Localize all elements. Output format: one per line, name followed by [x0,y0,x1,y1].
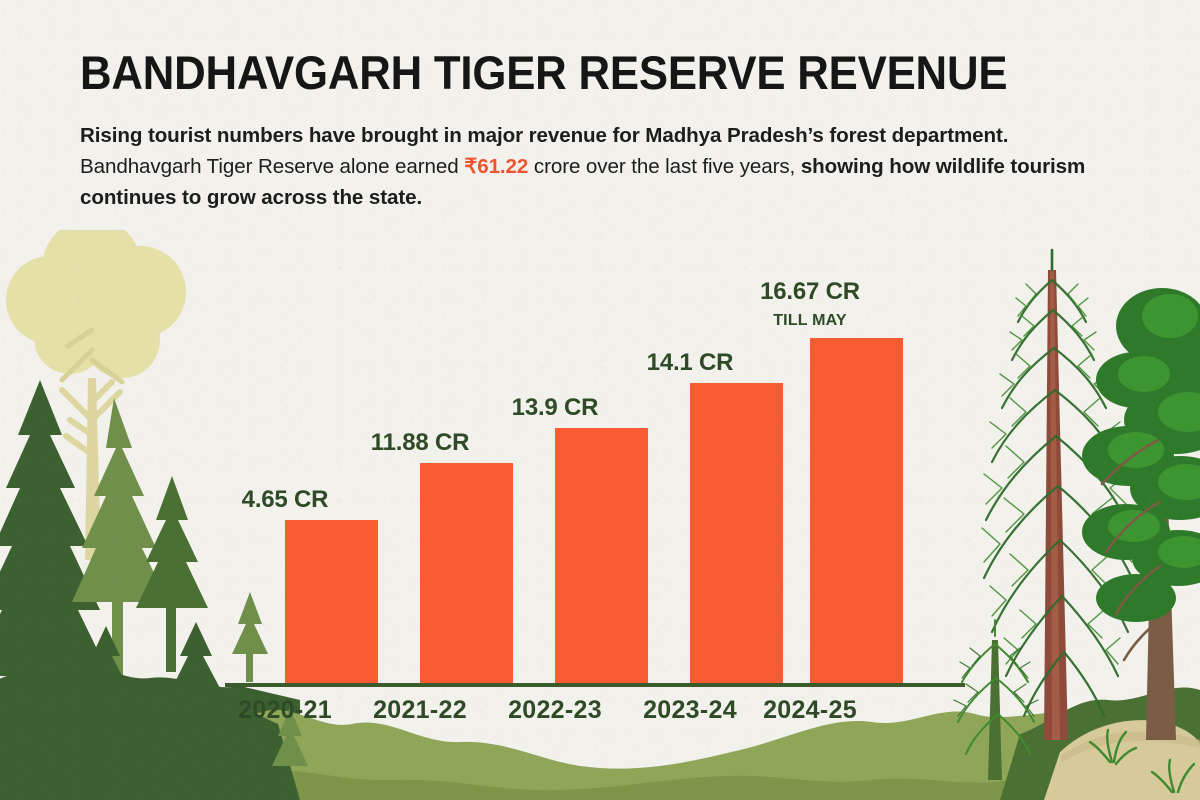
bar[interactable] [285,520,378,686]
bar-category-label: 2022-23 [508,696,602,724]
bar-value-label: 14.1 CR [646,349,734,376]
bar-category-label: 2023-24 [643,696,737,724]
subtitle-part-3: crore over the last five years, [533,155,796,179]
bar-value-label: 11.88 CR [370,429,470,456]
bar-note-label: TILL MAY [773,312,847,329]
subtitle-part-4: showing how wildlife tourism continues t… [80,155,1086,210]
subtitle-paragraph: Rising tourist numbers have brought in m… [80,120,1090,214]
subtitle-part-1: Rising tourist numbers have brought in m… [80,123,1009,147]
bar-category-label: 2021-22 [373,696,467,724]
page-title: BANDHAVGARH TIGER RESERVE REVENUE [80,46,1008,99]
subtitle-amount-highlight: ₹61.22 [464,155,529,179]
chart-axis-line [225,683,965,687]
bar-value-label: 16.67 CR [760,278,860,305]
subtitle-part-2: Bandhavgarh Tiger Reserve alone earned [80,155,459,179]
bar-category-label: 2024-25 [763,696,857,724]
bar[interactable] [420,463,513,686]
bar[interactable] [810,338,903,686]
bar-value-label: 13.9 CR [511,394,599,421]
bar-value-label: 4.65 CR [241,486,329,513]
bar-category-label: 2020-21 [238,696,332,724]
headline-block: BANDHAVGARH TIGER RESERVE REVENUE Rising… [80,48,1140,214]
bar[interactable] [690,383,783,686]
bar[interactable] [555,428,648,686]
